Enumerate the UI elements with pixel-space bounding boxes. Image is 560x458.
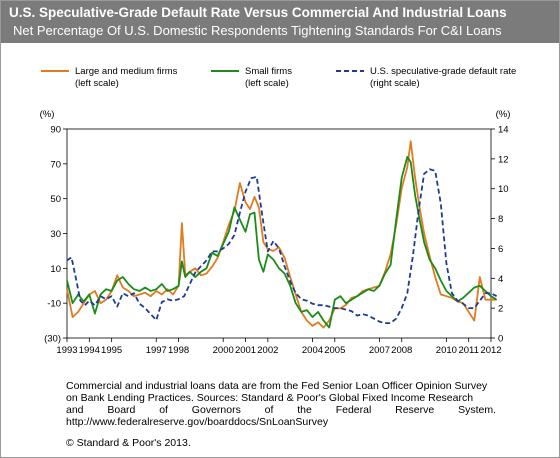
right-axis-tick-label: 12	[498, 154, 509, 165]
right-axis-tick-label: 4	[498, 274, 503, 285]
legend-sublabel: (right scale)	[370, 78, 420, 89]
source-note-line: and Board of Governors of the Federal Re…	[66, 404, 496, 416]
x-axis-tick-label: 2008	[391, 345, 412, 356]
x-axis-tick-label: 1997	[146, 345, 167, 356]
chart-subtitle: Net Percentage Of U.S. Domestic Responde…	[13, 23, 502, 38]
right-axis-tick-label: 14	[498, 125, 509, 136]
legend-sublabel: (left scale)	[75, 78, 119, 89]
legend-label: Small firms	[245, 66, 292, 77]
source-url: http://www.federalreserve.gov/boarddocs/…	[66, 416, 329, 428]
chart-title: U.S. Speculative-Grade Default Rate Vers…	[9, 5, 507, 20]
x-axis-tick-label: 2002	[257, 345, 278, 356]
left-axis-tick-label: -10	[47, 299, 61, 310]
right-axis-tick-label: 8	[498, 214, 503, 225]
x-axis-tick-label: 2000	[213, 345, 234, 356]
left-axis-tick-label: 70	[50, 159, 61, 170]
right-axis-tick-label: 2	[498, 304, 503, 315]
x-axis-tick-label: 1995	[101, 345, 122, 356]
right-axis-tick-label: 6	[498, 244, 503, 255]
legend-label: Large and medium firms	[75, 66, 178, 77]
header-banner: U.S. Speculative-Grade Default Rate Vers…	[1, 1, 559, 43]
x-axis-tick-label: 2001	[235, 345, 256, 356]
left-axis-tick-label: 10	[50, 264, 61, 275]
legend-sublabel: (left scale)	[245, 78, 289, 89]
left-axis-label: (%)	[40, 109, 55, 120]
left-axis-tick-label: (30)	[44, 334, 61, 345]
source-note: Commercial and industrial loans data are…	[66, 380, 496, 428]
x-axis-tick-label: 1993	[56, 345, 77, 356]
right-axis-label: (%)	[496, 109, 511, 120]
source-note-line: on Bank Lending Practices. Sources: Stan…	[66, 392, 474, 404]
x-axis-tick-label: 2012	[480, 345, 501, 356]
x-axis-tick-label: 2010	[436, 345, 457, 356]
x-axis-tick-label: 2005	[324, 345, 345, 356]
left-axis-tick-label: 30	[50, 229, 61, 240]
series-line-large-medium-firms	[66, 140, 497, 329]
right-axis-tick-label: 10	[498, 184, 509, 195]
source-note-line: Commercial and industrial loans data are…	[66, 380, 488, 392]
plot-area	[66, 128, 492, 339]
x-axis-tick-label: 2007	[369, 345, 390, 356]
x-axis-tick-label: 2004	[302, 345, 323, 356]
series-line-default-rate	[66, 168, 498, 325]
series-line-small-firms	[66, 155, 498, 329]
x-axis-tick-label: 1994	[79, 345, 100, 356]
x-axis-tick-label: 1998	[168, 345, 189, 356]
left-axis-tick-label: 50	[50, 194, 61, 205]
copyright-text: © Standard & Poor's 2013.	[66, 437, 191, 449]
x-axis-tick-label: 2011	[458, 345, 478, 356]
legend-label: U.S. speculative-grade default rate	[370, 66, 516, 77]
right-axis-tick-label: 0	[498, 334, 503, 345]
left-axis-tick-label: 90	[50, 125, 61, 136]
